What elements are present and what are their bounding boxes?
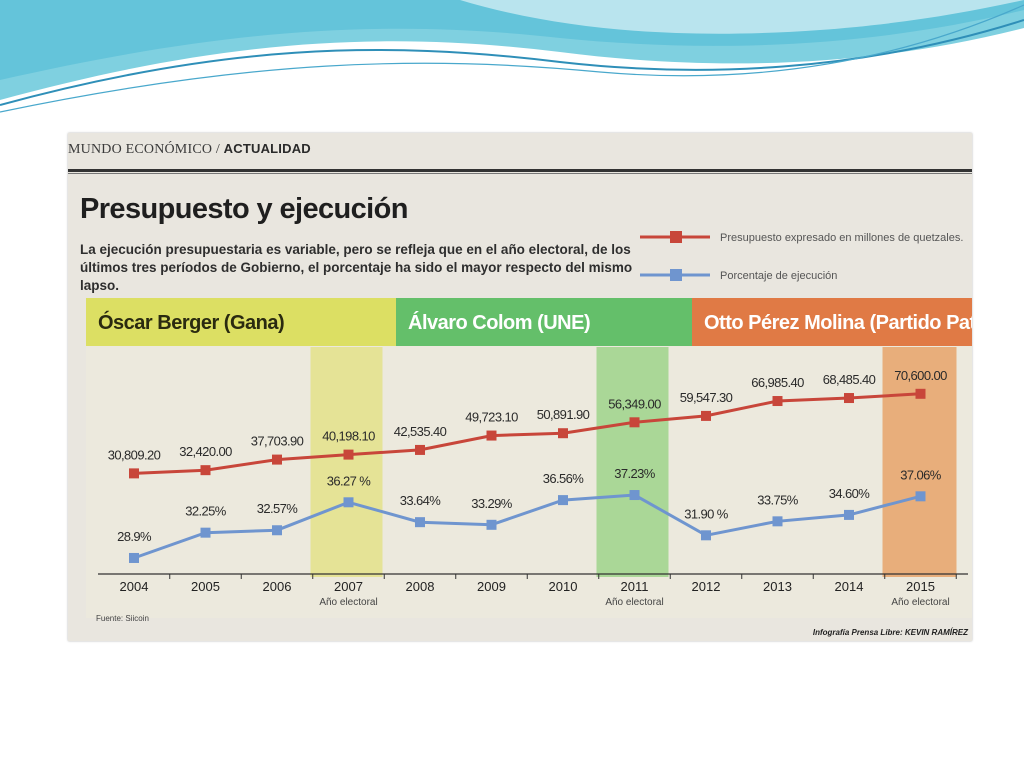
data-label-2-2009: 33.29% [471, 496, 513, 511]
legend-marker-2 [670, 269, 682, 281]
data-label-1-2006: 37,703.90 [251, 434, 304, 449]
legend-label-2: Porcentaje de ejecución [720, 270, 837, 282]
header-rule-thin [68, 173, 972, 174]
data-label-2-2007: 36.27 % [327, 473, 372, 488]
x-tick-label-2015: 2015 [906, 579, 935, 594]
data-label-2-2015: 37.06% [900, 467, 942, 482]
data-point-2-2007 [343, 497, 354, 508]
article-subtitle: La ejecución presupuestaria es variable,… [80, 242, 633, 293]
subsection-name: ACTUALIDAD [223, 141, 311, 156]
x-tick-label-2007: 2007 [334, 579, 363, 594]
period-label-3: Otto Pérez Molina (Partido Patriota) [704, 312, 972, 334]
data-label-1-2011: 56,349.00 [608, 396, 661, 411]
data-label-2-2012: 31.90 % [684, 506, 729, 521]
data-label-2-2013: 33.75% [757, 492, 799, 507]
data-label-1-2008: 42,535.40 [394, 424, 447, 439]
data-label-1-2007: 40,198.10 [322, 429, 375, 444]
period-label-1: Óscar Berger (Gana) [98, 310, 284, 334]
data-label-1-2005: 32,420.00 [179, 444, 232, 459]
x-tick-label-2009: 2009 [477, 579, 506, 594]
x-tick-label-2013: 2013 [763, 579, 792, 594]
data-label-1-2013: 66,985.40 [751, 375, 804, 390]
data-point-1-2007 [343, 449, 354, 460]
period-label-2: Álvaro Colom (UNE) [408, 311, 590, 334]
decorative-wave-banner [0, 0, 1024, 113]
data-label-2-2004: 28.9% [117, 529, 152, 544]
data-label-1-2015: 70,600.00 [894, 368, 947, 383]
data-point-2-2015 [915, 491, 926, 502]
x-tick-label-2012: 2012 [692, 579, 721, 594]
data-label-2-2005: 32.25% [185, 504, 227, 519]
data-point-2-2006 [272, 525, 282, 536]
data-point-1-2010 [558, 428, 568, 439]
electoral-note-2007: Año electoral [319, 597, 377, 608]
electoral-year-column-2011 [596, 347, 669, 577]
data-point-2-2009 [486, 519, 497, 530]
electoral-note-2011: Año electoral [605, 597, 663, 608]
article-title: Presupuesto y ejecución [80, 193, 408, 225]
electoral-year-column-2007 [310, 347, 383, 577]
x-tick-label-2008: 2008 [406, 579, 435, 594]
header-rule [68, 169, 972, 172]
electoral-note-2015: Año electoral [891, 597, 949, 608]
x-tick-label-2014: 2014 [835, 579, 864, 594]
data-label-2-2014: 34.60% [829, 486, 871, 501]
electoral-year-column-2015 [882, 347, 957, 577]
data-label-1-2012: 59,547.30 [680, 390, 733, 405]
data-label-2-2010: 36.56% [543, 471, 585, 486]
data-label-1-2004: 30,809.20 [108, 447, 161, 462]
data-point-2-2004 [129, 552, 139, 563]
data-point-2-2010 [558, 495, 568, 506]
data-point-2-2013 [772, 516, 783, 527]
legend-marker-1 [670, 231, 682, 243]
data-point-2-2012 [701, 530, 711, 541]
data-point-2-2008 [415, 517, 425, 528]
data-point-1-2004 [129, 468, 139, 479]
period-band-3 [692, 298, 972, 346]
data-label-1-2010: 50,891.90 [537, 407, 590, 422]
data-point-1-2012 [701, 410, 711, 421]
period-band-1 [86, 298, 396, 346]
source-note: Fuente: Siicoin [96, 614, 149, 623]
section-name: MUNDO ECONÓMICO [68, 142, 213, 157]
section-header: MUNDO ECONÓMICO / ACTUALIDAD [68, 141, 311, 157]
x-tick-label-2006: 2006 [263, 579, 292, 594]
x-tick-label-2011: 2011 [621, 579, 649, 594]
data-label-2-2008: 33.64% [400, 493, 442, 508]
series-line-1 [133, 392, 921, 475]
data-label-1-2009: 49,723.10 [465, 410, 518, 425]
x-tick-label-2005: 2005 [191, 579, 220, 594]
data-point-1-2014 [844, 393, 854, 404]
period-band-2 [396, 298, 692, 346]
data-point-2-2014 [844, 509, 854, 520]
data-point-1-2013 [772, 396, 783, 407]
budget-execution-chart: Óscar Berger (Gana) Álvaro Colom (UNE) Ott… [86, 231, 972, 618]
chart-area-background [86, 298, 972, 618]
data-point-1-2008 [415, 444, 425, 455]
x-tick-label-2004: 2004 [120, 579, 149, 594]
series-line-2 [133, 493, 921, 560]
data-point-1-2005 [200, 465, 211, 476]
data-point-2-2011 [629, 490, 640, 501]
newspaper-clipping: MUNDO ECONÓMICO / ACTUALIDAD Presupuesto… [68, 133, 972, 641]
data-point-1-2011 [629, 417, 640, 428]
infographic-credit: Infografía Prensa Libre: KEVIN RAMÍREZ [812, 628, 968, 637]
legend-label-1: Presupuesto expresado en millones de que… [720, 232, 963, 244]
data-label-2-2006: 32.57% [257, 501, 299, 516]
data-point-2-2005 [200, 527, 211, 538]
data-label-1-2014: 68,485.40 [823, 372, 876, 387]
x-tick-label-2010: 2010 [549, 579, 578, 594]
data-label-2-2011: 37.23% [614, 466, 656, 481]
data-point-1-2015 [915, 388, 926, 399]
data-point-1-2006 [272, 454, 282, 465]
data-point-1-2009 [486, 430, 497, 441]
